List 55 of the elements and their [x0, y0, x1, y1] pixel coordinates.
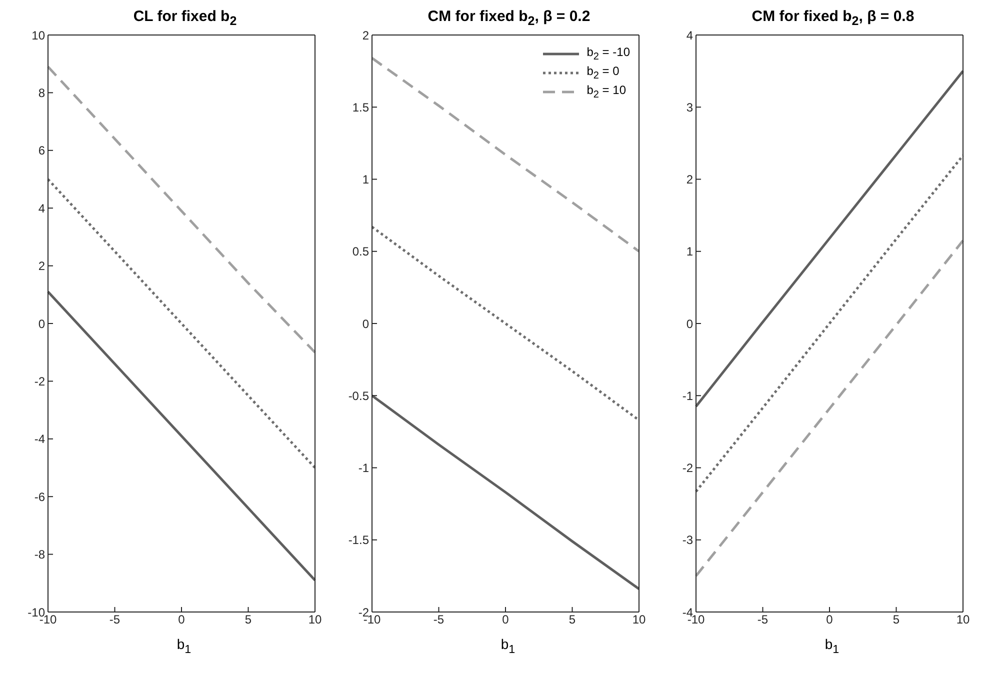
chart-title: CM for fixed b$_{2}$, β = 0.2 [426, 8, 592, 28]
x-tick-label: 0 [826, 612, 834, 627]
legend-label: b$_{2}$ = 0 [586, 64, 620, 82]
x-tick-label: 10 [956, 612, 970, 627]
y-tick-label: 8 [38, 86, 46, 100]
line-series [46, 290, 316, 582]
line-series [46, 178, 316, 469]
y-tick-label: 1 [362, 172, 370, 187]
y-tick-label: -3 [682, 533, 694, 548]
y-tick-label: 10 [32, 28, 46, 42]
y-tick-label: -4 [34, 432, 46, 446]
y-tick-label: -8 [34, 548, 46, 562]
y-tick-label: 3 [686, 100, 694, 114]
x-axis-title: b$_{1}$ [824, 636, 840, 656]
y-tick-label: 4 [38, 201, 46, 216]
x-tick-label: 5 [568, 612, 576, 627]
y-tick-label: -2 [34, 374, 46, 388]
x-tick-label: 5 [244, 612, 252, 627]
y-tick-label: 0 [38, 316, 46, 331]
x-tick-label: -5 [757, 612, 768, 627]
y-tick-label: -0.5 [348, 388, 370, 403]
line-series [694, 70, 964, 408]
y-tick-label: 1.5 [352, 100, 370, 114]
y-tick-label: 2 [38, 259, 46, 274]
y-tick-label: 0.5 [352, 244, 370, 259]
y-tick-label: 2 [686, 172, 694, 187]
y-tick-label: 2 [362, 28, 370, 42]
x-tick-label: 5 [892, 612, 900, 627]
chart-title: CM for fixed b$_{2}$, β = 0.8 [750, 8, 916, 28]
line-series [694, 154, 964, 493]
legend-label: b$_{2}$ = -10 [586, 44, 630, 62]
line-series [370, 394, 640, 590]
x-tick-label: -5 [433, 612, 444, 627]
x-tick-label: -5 [109, 612, 120, 627]
line-series [370, 226, 640, 422]
line-series [46, 65, 316, 354]
y-tick-label: -1 [682, 388, 694, 403]
y-tick-label: 0 [686, 316, 694, 331]
y-tick-label: 1 [686, 244, 694, 259]
x-axis-title: b$_{1}$ [500, 636, 516, 656]
y-tick-label: -2 [682, 461, 694, 476]
x-tick-label: 10 [308, 612, 322, 627]
x-axis-title: b$_{1}$ [176, 636, 192, 656]
x-tick-label: 0 [178, 612, 186, 627]
y-tick-label: 4 [686, 28, 694, 42]
x-tick-label: 0 [502, 612, 510, 627]
y-tick-label: 0 [362, 316, 370, 331]
y-tick-label: -1.5 [348, 533, 370, 548]
y-tick-label: -1 [358, 461, 370, 476]
legend-label: b$_{2}$ = 10 [586, 82, 626, 100]
x-tick-label: 10 [632, 612, 646, 627]
line-series [694, 239, 964, 578]
y-tick-label: 6 [38, 144, 46, 158]
chart-title: CL for fixed b$_{2}$ [132, 8, 238, 28]
y-tick-label: -6 [34, 490, 46, 504]
